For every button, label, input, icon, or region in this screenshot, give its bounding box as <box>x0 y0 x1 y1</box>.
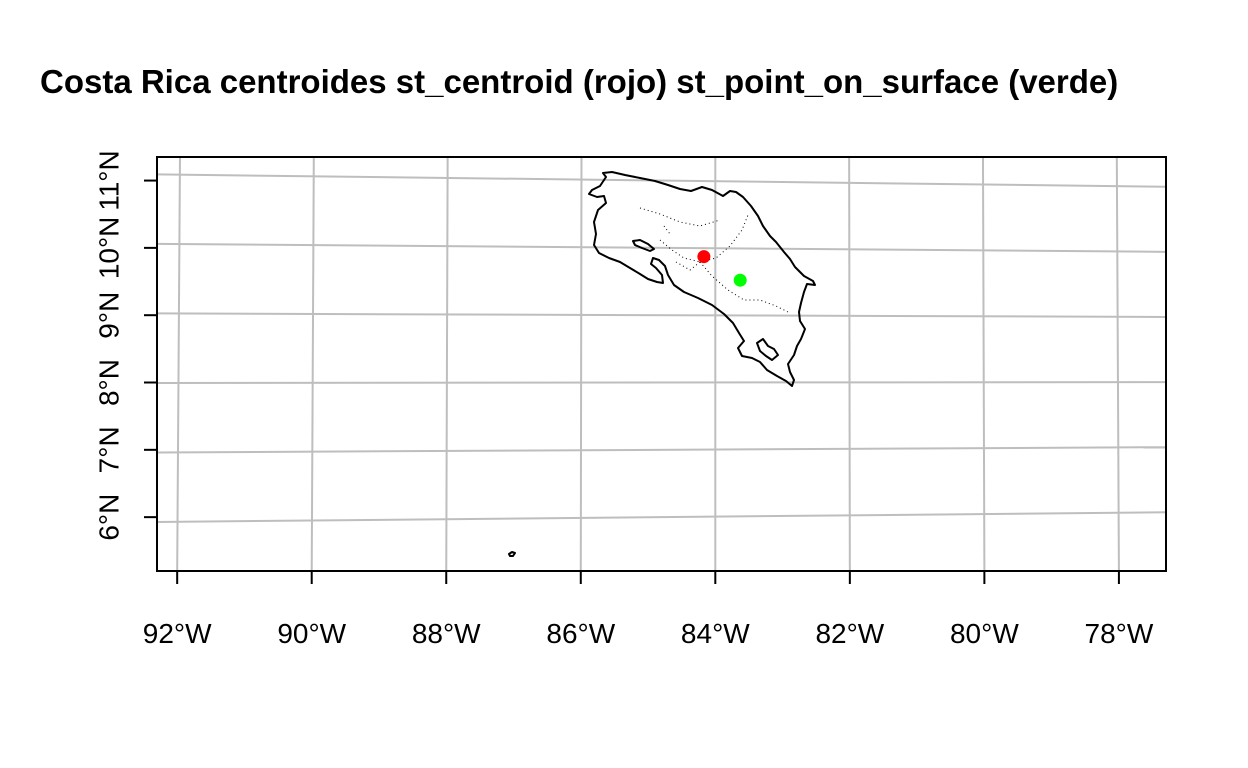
graticule-parallel <box>156 381 1167 384</box>
y-tick-label: 7°N <box>93 426 124 473</box>
graticule-meridian <box>981 156 986 572</box>
provincial-boundaries <box>639 207 789 313</box>
x-tick-label: 80°W <box>950 618 1019 649</box>
y-tick-label: 10°N <box>93 217 124 280</box>
x-tick-label: 84°W <box>681 618 750 649</box>
y-tick-label: 11°N <box>93 150 124 210</box>
graticule-grid <box>156 156 1167 572</box>
osa-peninsula-gulf <box>756 338 779 361</box>
plot-title: Costa Rica centroides st_centroid (rojo)… <box>40 63 1118 100</box>
x-tick-label: 92°W <box>143 618 212 649</box>
graticule-parallel <box>156 242 1167 253</box>
x-tick-label: 90°W <box>277 618 346 649</box>
x-tick-label: 82°W <box>815 618 884 649</box>
graticule-parallel <box>156 173 1167 188</box>
point-on-surface-green <box>733 273 747 287</box>
centroid-point-red <box>697 250 711 264</box>
graticule-parallel <box>156 511 1167 523</box>
y-tick-label: 6°N <box>93 494 124 541</box>
y-tick-label: 9°N <box>93 292 124 339</box>
graticule-parallel <box>156 312 1167 318</box>
costa-rica-mainland-outline <box>588 171 816 387</box>
plot-frame <box>156 156 1167 572</box>
graticule-meridian <box>579 156 583 572</box>
x-tick-label: 88°W <box>412 618 481 649</box>
centroid-points <box>697 250 747 287</box>
graticule-meridian <box>176 156 181 572</box>
axes: 92°W 90°W 88°W 86°W 84°W 82°W 80°W 78°W 6°N 7°N 8°… <box>93 150 1153 649</box>
x-tick-label: 86°W <box>546 618 615 649</box>
graticule-meridian <box>848 156 851 572</box>
graticule-meridian <box>445 156 449 572</box>
cocos-island <box>508 551 516 557</box>
graticule-meridian <box>310 156 315 572</box>
y-tick-label: 8°N <box>93 359 124 406</box>
graticule-parallel <box>156 446 1167 454</box>
x-tick-label: 78°W <box>1085 618 1154 649</box>
costa-rica-map <box>508 171 816 557</box>
nicoya-gulf-island <box>632 239 655 252</box>
graticule-meridian <box>1115 156 1120 572</box>
